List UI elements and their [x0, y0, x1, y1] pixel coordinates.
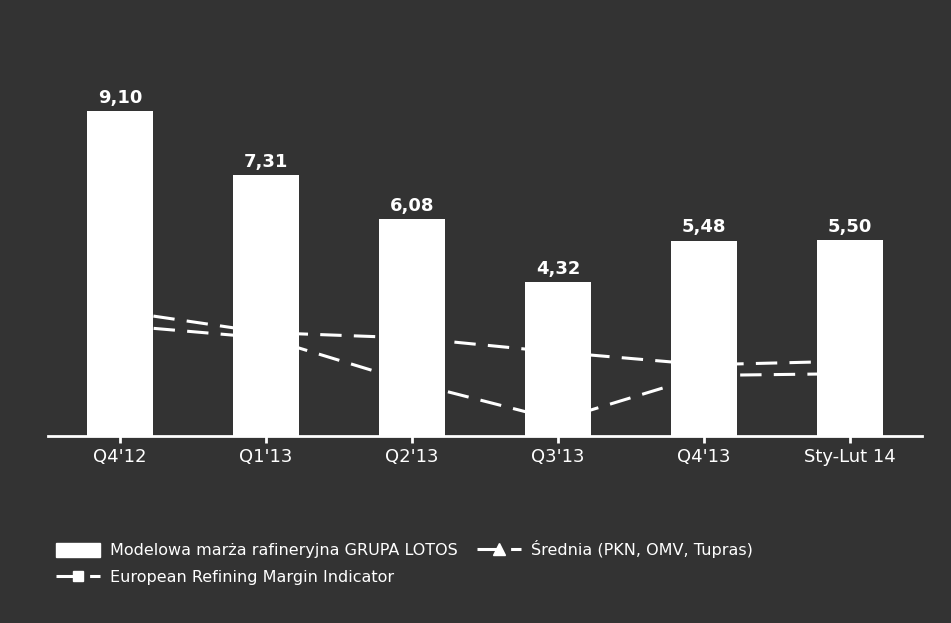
Bar [233, 175, 299, 436]
Bar [525, 282, 591, 436]
Text: 5,50: 5,50 [827, 217, 872, 235]
Text: 9,10: 9,10 [98, 89, 143, 107]
Bar [671, 240, 737, 436]
Bar [87, 112, 153, 436]
Legend: Modelowa marża rafineryjna GRUPA LOTOS, European Refining Margin Indicator, Śred: Modelowa marża rafineryjna GRUPA LOTOS, … [55, 540, 753, 585]
Text: 5,48: 5,48 [682, 218, 727, 236]
Text: 7,31: 7,31 [243, 153, 288, 171]
Bar [817, 240, 883, 436]
Text: 6,08: 6,08 [390, 197, 435, 215]
Bar [379, 219, 445, 436]
Text: 4,32: 4,32 [535, 260, 580, 278]
